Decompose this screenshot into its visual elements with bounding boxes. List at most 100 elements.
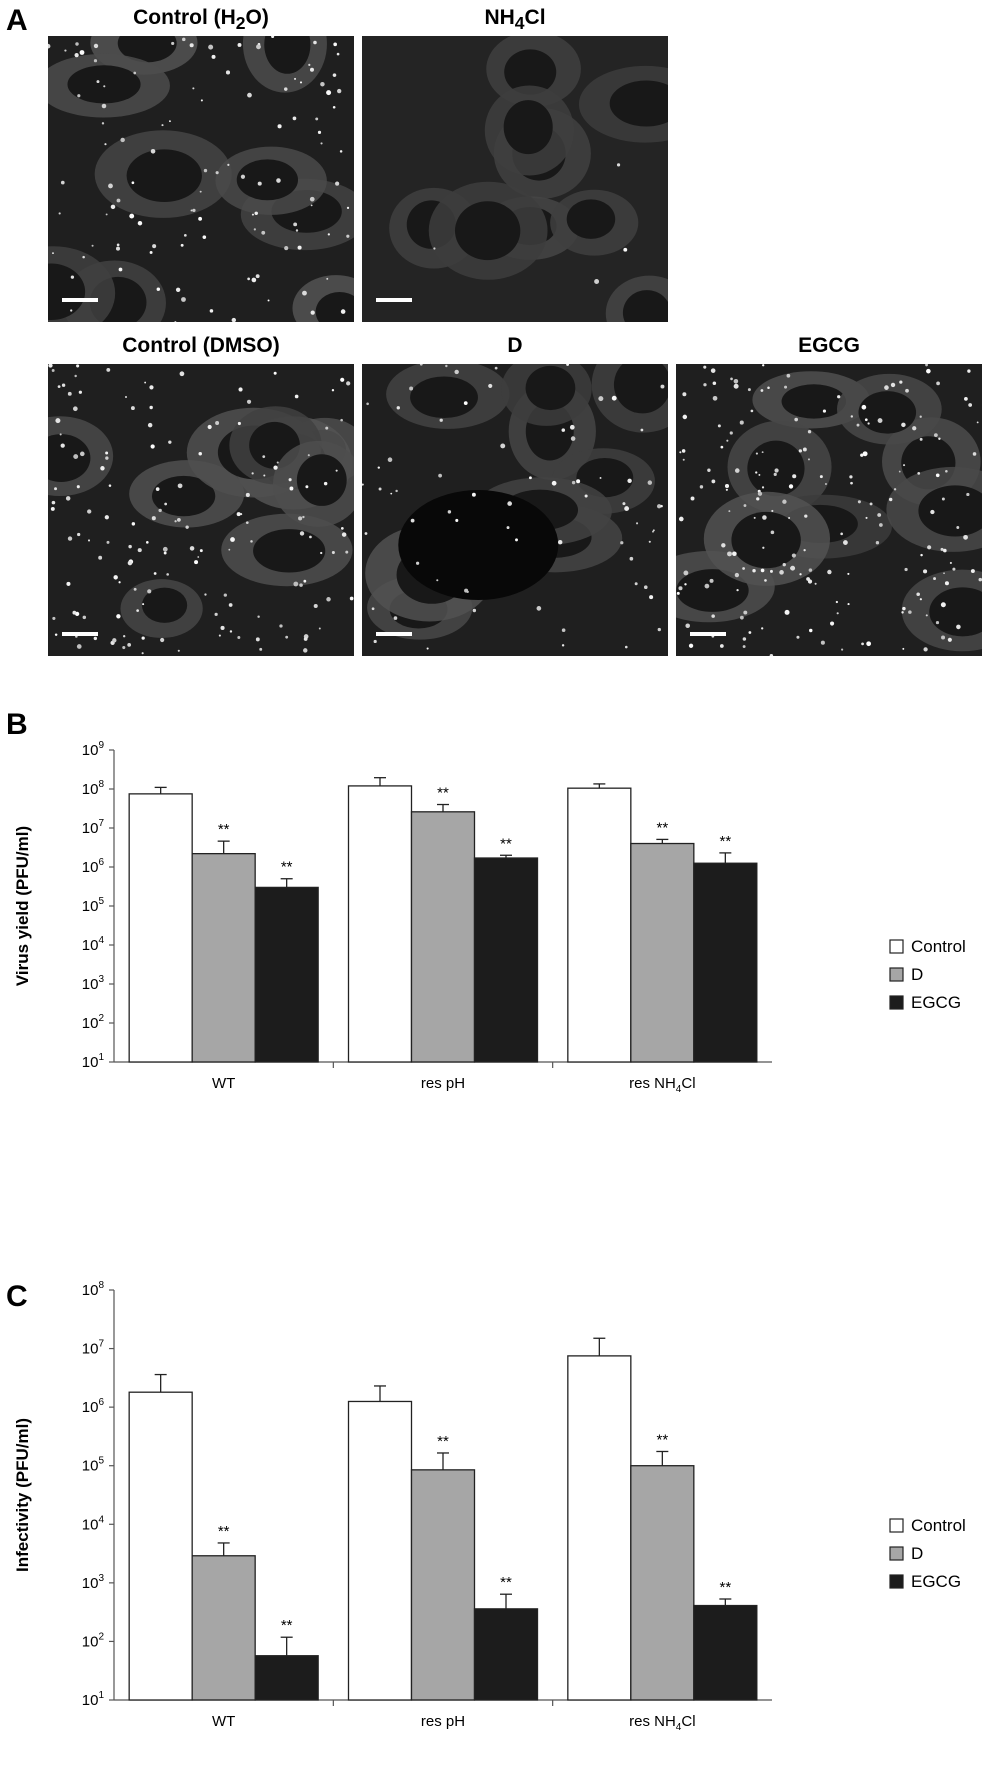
bar-egcg-2 xyxy=(693,862,758,1063)
y-axis-label: Virus yield (PFU/ml) xyxy=(13,826,32,986)
micrograph-control-dmso xyxy=(48,364,354,656)
panel-c-label: C xyxy=(6,1280,28,1313)
micro-title-main: NH xyxy=(484,6,515,29)
bar-egcg-1 xyxy=(473,857,539,1063)
y-axis-label: Infectivity (PFU/ml) xyxy=(13,1418,32,1572)
bar-control-0 xyxy=(128,1391,193,1701)
micro-title-control-h2o: Control (H2O) xyxy=(48,6,354,34)
micro-title-main: D xyxy=(507,334,523,357)
micro-title-egcg: EGCG xyxy=(676,334,982,358)
y-tick-label: 101 xyxy=(82,1052,105,1071)
bar-control-1 xyxy=(347,785,413,1063)
bar-d-1 xyxy=(410,811,476,1063)
significance-label: ** xyxy=(656,819,668,836)
micrograph-image xyxy=(676,364,982,656)
y-tick-label: 105 xyxy=(82,1456,105,1475)
significance-label: ** xyxy=(437,785,449,802)
legend-label-control: Control xyxy=(911,937,966,956)
legend-swatch-control xyxy=(889,939,904,954)
micro-title-main: EGCG xyxy=(798,334,860,357)
x-category-label: WT xyxy=(212,1713,235,1730)
y-tick-label: 107 xyxy=(82,818,105,837)
legend-swatch-control xyxy=(889,1518,904,1533)
y-tick-label: 106 xyxy=(82,857,105,876)
micrograph-egcg xyxy=(676,364,982,656)
significance-label: ** xyxy=(281,859,293,876)
micrograph-image xyxy=(362,364,668,656)
significance-label: ** xyxy=(281,1617,293,1634)
bar-chart-svg: 101 102 103 104 105 106 107 108 Infectivity (PFU… xyxy=(13,1280,966,1733)
y-tick-label: 102 xyxy=(82,1013,105,1032)
x-category-label: res NH4Cl xyxy=(629,1713,695,1733)
bar-chart-svg: 101 102 103 104 105 106 107 108 109 Virus yield (… xyxy=(13,740,966,1095)
scale-bar xyxy=(690,632,726,636)
significance-label: ** xyxy=(500,835,512,852)
chart-virus-yield: 101 102 103 104 105 106 107 108 109 Virus yield (… xyxy=(0,730,1000,1220)
bar-d-2 xyxy=(630,1465,695,1701)
scale-bar xyxy=(376,298,412,302)
bar-egcg-0 xyxy=(254,1655,319,1701)
legend-swatch-egcg xyxy=(889,995,904,1010)
y-tick-label: 108 xyxy=(82,779,105,798)
micro-title-main: Control (H xyxy=(133,6,236,29)
y-tick-label: 106 xyxy=(82,1397,105,1416)
legend-swatch-d xyxy=(889,967,904,982)
micrograph-image xyxy=(362,36,668,322)
y-tick-label: 107 xyxy=(82,1339,105,1358)
scale-bar xyxy=(62,632,98,636)
y-tick-label: 103 xyxy=(82,974,105,993)
legend-label-d: D xyxy=(911,965,923,984)
bar-d-0 xyxy=(191,1555,256,1701)
micro-title-control-dmso: Control (DMSO) xyxy=(48,334,354,358)
significance-label: ** xyxy=(719,1579,731,1596)
y-tick-label: 108 xyxy=(82,1280,105,1299)
bar-d-0 xyxy=(191,852,256,1063)
significance-label: ** xyxy=(500,1574,512,1591)
x-category-label: WT xyxy=(212,1075,235,1092)
bar-control-1 xyxy=(347,1400,413,1701)
significance-label: ** xyxy=(218,821,230,838)
panel-a-label: A xyxy=(6,4,28,37)
x-category-label: res pH xyxy=(421,1713,465,1730)
significance-label: ** xyxy=(656,1431,668,1448)
x-category-label: res pH xyxy=(421,1075,465,1092)
bar-egcg-2 xyxy=(693,1604,758,1701)
scale-bar xyxy=(376,632,412,636)
panel-b-label: B xyxy=(6,708,28,741)
micro-title-d: D xyxy=(362,334,668,358)
y-tick-label: 104 xyxy=(82,1514,105,1533)
y-tick-label: 101 xyxy=(82,1690,105,1709)
bar-egcg-0 xyxy=(254,886,319,1063)
micrograph-control-h2o xyxy=(48,36,354,322)
bar-control-0 xyxy=(128,793,193,1063)
scale-bar xyxy=(62,298,98,302)
micro-title-nh4cl: NH4Cl xyxy=(362,6,668,34)
bar-d-1 xyxy=(410,1469,476,1701)
bar-control-2 xyxy=(567,787,632,1063)
bar-d-2 xyxy=(630,842,695,1063)
legend-label-egcg: EGCG xyxy=(911,993,961,1012)
y-tick-label: 103 xyxy=(82,1573,105,1592)
y-tick-label: 105 xyxy=(82,896,105,915)
y-tick-label: 104 xyxy=(82,935,105,954)
significance-label: ** xyxy=(437,1433,449,1450)
micro-title-sub: 4 xyxy=(514,13,525,34)
micro-title-sub: 2 xyxy=(235,13,246,34)
y-tick-label: 102 xyxy=(82,1631,105,1650)
significance-label: ** xyxy=(719,833,731,850)
micrograph-nh4cl xyxy=(362,36,668,322)
legend-swatch-d xyxy=(889,1546,904,1561)
micrograph-image xyxy=(48,364,354,656)
x-category-label: res NH4Cl xyxy=(629,1075,695,1095)
chart-infectivity: 101 102 103 104 105 106 107 108 Infectivity (PFU… xyxy=(0,1252,1000,1779)
micro-title-main: Control (DMSO) xyxy=(122,334,280,357)
legend-label-control: Control xyxy=(911,1516,966,1535)
micrograph-d xyxy=(362,364,668,656)
legend-swatch-egcg xyxy=(889,1574,904,1589)
micrograph-image xyxy=(48,36,354,322)
bar-control-2 xyxy=(567,1355,632,1701)
micro-title-end: Cl xyxy=(524,6,546,29)
bar-egcg-1 xyxy=(473,1608,539,1701)
legend-label-egcg: EGCG xyxy=(911,1572,961,1591)
legend-label-d: D xyxy=(911,1544,923,1563)
